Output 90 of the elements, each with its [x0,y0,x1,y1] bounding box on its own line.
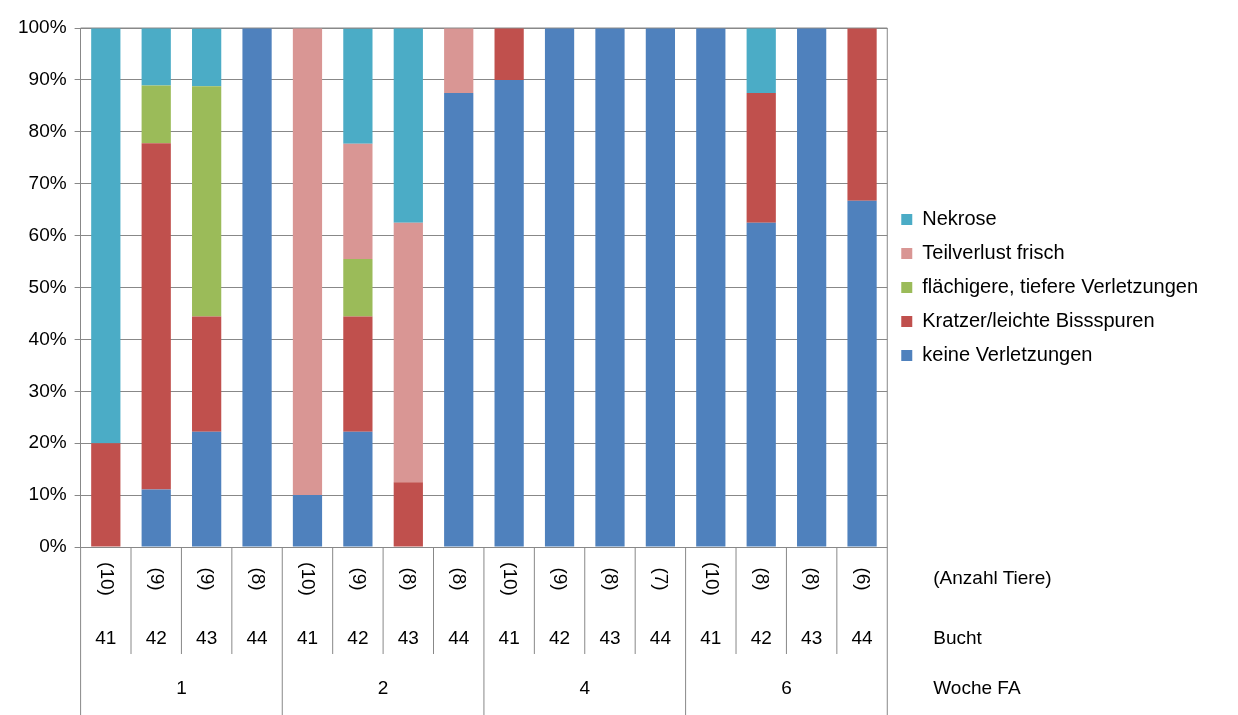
x-tick-label: 41 [95,627,117,649]
x-tick-label: 43 [397,627,419,649]
x-tick-label: 42 [750,627,772,649]
bar [292,495,323,547]
text: Bucht [933,627,983,649]
text: (8) [247,567,269,591]
x-tick-label: 44 [448,627,470,649]
y-tick-label: 50% [28,275,67,297]
x-tick-label: 44 [649,627,672,649]
text: 6 [781,677,792,699]
text: (9) [197,567,219,591]
text: 2 [377,677,389,699]
text: (10) [701,562,723,596]
bar [91,28,121,444]
bar [141,489,171,547]
text: (9) [550,567,572,591]
text: 4 [579,677,591,699]
text: (6) [852,567,874,591]
bar [292,28,323,496]
text: (10) [499,562,521,596]
text: Woche FA [933,677,1021,699]
bar [595,28,625,547]
x-tick-label: 41 [498,627,520,649]
y-tick-label: 70% [28,171,67,193]
bar [393,222,423,483]
text: (9) [146,567,168,591]
bar [141,143,171,490]
text: (8) [802,567,824,591]
bar [847,200,877,547]
text: (8) [449,567,471,591]
bar [444,92,474,547]
x-tick-label: 44 [246,627,269,649]
x-tick-label: 44 [851,627,874,649]
y-tick-label: 60% [28,223,67,245]
bar [343,143,373,259]
bar [192,28,222,87]
y-tick-label: 90% [28,68,67,90]
bar [141,28,171,86]
bar [393,482,423,547]
x-tick-label: 41 [296,627,319,649]
y-tick-label: 30% [28,379,67,401]
y-tick-label: 0% [39,535,67,557]
x-tick-label: 42 [145,627,167,649]
text: (9) [348,567,370,591]
x-tick-label: 43 [599,627,621,649]
text: (10) [298,562,320,596]
text: (Anzahl Tiere) [933,567,1052,589]
bar [847,28,877,201]
bar [192,431,222,547]
bar [91,443,121,547]
legend-label: Kratzer/leichte Bissspuren [922,309,1155,332]
x-tick-label: 43 [196,627,218,649]
text: (8) [399,567,421,591]
bar [343,431,373,547]
bar [494,28,524,80]
text: (7) [651,567,673,591]
text: (8) [600,567,622,591]
y-tick-label: 100% [17,16,67,38]
bar [746,222,776,547]
bar [746,92,776,223]
bar [544,28,575,547]
legend-label: Nekrose [922,207,997,230]
bar [343,316,373,432]
text: (10) [96,562,118,596]
bar [192,86,222,317]
x-tick-label: 41 [700,627,722,649]
x-tick-label: 42 [347,627,369,649]
legend-label: keine Verletzungen [922,343,1093,366]
bar [797,28,827,547]
bar [141,85,171,144]
text: (8) [751,567,773,591]
bar [444,28,474,93]
bar [645,28,676,547]
bar [192,316,222,432]
bar [343,258,373,317]
bar [343,28,373,144]
bar [696,28,726,547]
bar [494,79,524,547]
y-tick-label: 20% [28,431,67,453]
text: 1 [176,677,187,699]
legend-label: flächigere, tiefere Verletzungen [922,275,1198,298]
bar [393,28,423,223]
x-tick-label: 42 [548,627,571,649]
bar [242,28,272,547]
y-tick-label: 40% [28,327,67,349]
y-tick-label: 80% [28,120,67,142]
bar [746,28,776,93]
x-tick-label: 43 [801,627,823,649]
y-tick-label: 10% [28,483,67,505]
legend-label: Teilverlust frisch [922,241,1065,264]
